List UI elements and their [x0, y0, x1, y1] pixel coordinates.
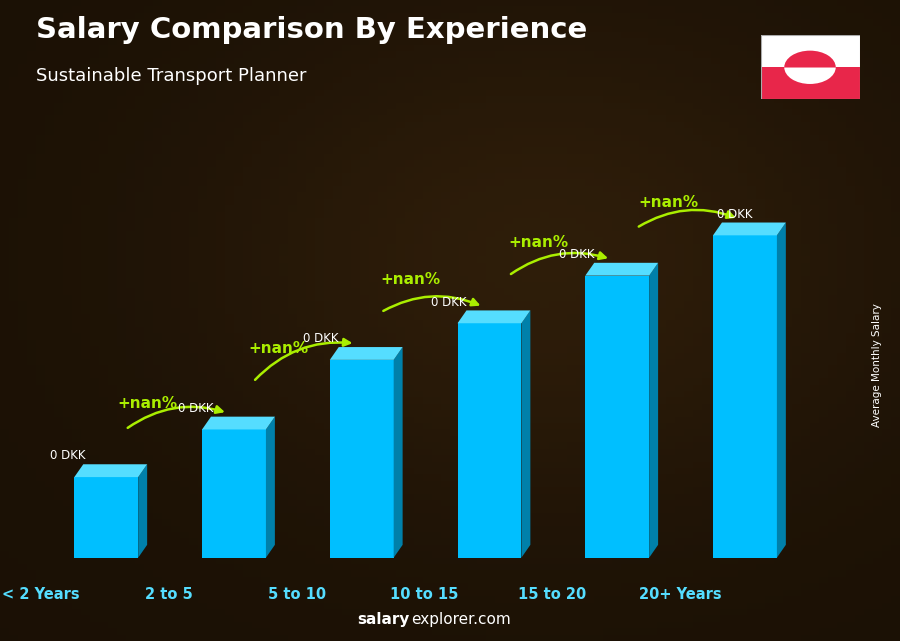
Polygon shape: [649, 263, 658, 558]
Text: +nan%: +nan%: [380, 272, 440, 287]
Text: +nan%: +nan%: [508, 235, 568, 250]
Text: 10 to 15: 10 to 15: [390, 587, 458, 601]
Text: +nan%: +nan%: [248, 341, 309, 356]
Polygon shape: [777, 222, 786, 558]
Polygon shape: [139, 464, 147, 558]
Polygon shape: [202, 417, 274, 429]
Text: 5 to 10: 5 to 10: [267, 587, 326, 601]
Text: +nan%: +nan%: [117, 396, 177, 411]
Text: 20+ Years: 20+ Years: [638, 587, 721, 601]
Bar: [329, 360, 393, 558]
Bar: [202, 429, 266, 558]
Bar: [585, 276, 649, 558]
Text: Average Monthly Salary: Average Monthly Salary: [872, 303, 883, 428]
Polygon shape: [75, 464, 147, 477]
Text: Salary Comparison By Experience: Salary Comparison By Experience: [36, 16, 587, 44]
Text: < 2 Years: < 2 Years: [3, 587, 80, 601]
Polygon shape: [521, 310, 530, 558]
Text: 0 DKK: 0 DKK: [178, 402, 213, 415]
Text: 0 DKK: 0 DKK: [50, 449, 86, 462]
Bar: [713, 235, 777, 558]
Text: 0 DKK: 0 DKK: [559, 248, 594, 261]
Text: 0 DKK: 0 DKK: [717, 208, 752, 221]
Text: salary: salary: [357, 612, 410, 627]
Bar: [760, 67, 860, 99]
Wedge shape: [784, 67, 836, 84]
Polygon shape: [329, 347, 402, 360]
Bar: [75, 477, 139, 558]
Text: Sustainable Transport Planner: Sustainable Transport Planner: [36, 67, 307, 85]
Polygon shape: [457, 310, 530, 323]
Bar: [457, 323, 521, 558]
Text: +nan%: +nan%: [638, 195, 698, 210]
Wedge shape: [784, 51, 836, 67]
Text: explorer.com: explorer.com: [411, 612, 511, 627]
Text: 0 DKK: 0 DKK: [303, 332, 338, 345]
Polygon shape: [393, 347, 402, 558]
Text: 0 DKK: 0 DKK: [431, 296, 466, 308]
Text: 15 to 20: 15 to 20: [518, 587, 586, 601]
Polygon shape: [713, 222, 786, 235]
Polygon shape: [585, 263, 658, 276]
Polygon shape: [266, 417, 274, 558]
Text: 2 to 5: 2 to 5: [145, 587, 193, 601]
